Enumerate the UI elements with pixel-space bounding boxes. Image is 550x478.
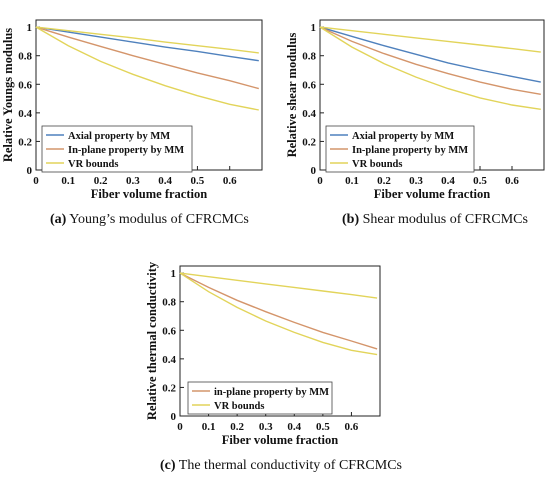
x-tick-label: 0.2	[377, 175, 391, 187]
legend-label: In-plane property by MM	[68, 145, 184, 156]
x-tick-label: 0.3	[259, 421, 273, 433]
x-tick-label: 0.4	[158, 175, 172, 187]
y-axis-label: Relative Youngs modulus	[1, 28, 15, 162]
x-tick-label: 0.3	[409, 175, 423, 187]
x-tick-label: 0.1	[202, 421, 216, 433]
legend-label: Axial property by MM	[352, 131, 454, 142]
x-axis-label: Fiber volume fraction	[91, 187, 207, 201]
x-tick-label: 0.6	[505, 175, 519, 187]
y-tick-label: 0.2	[18, 136, 32, 148]
y-tick-label: 0.8	[18, 51, 32, 63]
x-tick-label: 0	[33, 175, 39, 187]
legend-label: VR bounds	[352, 159, 403, 170]
caption-c-letter: (c)	[160, 458, 176, 473]
y-tick-label: 0.4	[302, 108, 316, 120]
x-tick-label: 0.2	[230, 421, 244, 433]
series-line-vr-bounds	[35, 26, 259, 54]
caption-a-letter: (a)	[50, 212, 67, 227]
x-tick-label: 0.4	[441, 175, 455, 187]
x-tick-label: 0.6	[223, 175, 237, 187]
y-tick-label: 1	[311, 22, 317, 34]
y-tick-label: 0.4	[18, 108, 32, 120]
x-tick-label: 0.5	[316, 421, 330, 433]
chart-b-svg: 0 0.2 0.4 0.6 0.8 1 0 0.1 0.2 0.3 0.4 0.5 0.6 Fiber v…	[285, 19, 545, 201]
y-tick-label: 1	[171, 268, 177, 280]
x-axis-label: Fiber volume fraction	[222, 433, 338, 447]
x-tick-label: 0.4	[287, 421, 301, 433]
x-tick-label: 0.1	[61, 175, 75, 187]
y-tick-label: 0.6	[18, 79, 32, 91]
legend-box	[325, 125, 475, 173]
series-line-axial-property-by-mm	[35, 26, 259, 62]
caption-b-letter: (b)	[342, 212, 360, 227]
y-tick-label: 0.2	[302, 136, 316, 148]
y-tick-label: 0	[27, 165, 33, 177]
caption-c-text: The thermal conductivity of CFRCMCs	[175, 458, 403, 473]
series-line-vr-bounds	[319, 26, 541, 53]
caption-c: (c) The thermal conductivity of CFRCMCs	[160, 458, 402, 474]
series-line-vr-lower-bound	[179, 272, 378, 356]
x-tick-label: 0.3	[126, 175, 140, 187]
x-tick-label: 0.2	[94, 175, 108, 187]
series-line-axial-property-by-mm	[319, 26, 541, 83]
y-tick-label: 0.4	[162, 354, 176, 366]
chart-a-svg: 0 0.2 0.4 0.6 0.8 1 0 0.1 0.2 0.3 0.4 0.5 0.6 Fiber v…	[1, 19, 263, 201]
y-axis-label: Relative thermal conductivity	[145, 261, 159, 420]
x-axis-label: Fiber volume fraction	[374, 187, 490, 201]
caption-a: (a) Young’s modulus of CFRCMCs	[50, 212, 249, 228]
x-tick-label: 0.6	[345, 421, 359, 433]
y-tick-label: 0.2	[162, 382, 176, 394]
legend-label: VR bounds	[68, 159, 119, 170]
legend-label: VR bounds	[214, 401, 265, 412]
series-line-vr-lower-bound	[319, 26, 541, 110]
y-axis-label: Relative shear modulus	[285, 32, 299, 157]
y-tick-label: 0.6	[302, 79, 316, 91]
x-tick-label: 0.5	[191, 175, 205, 187]
y-tick-label: 0.8	[162, 297, 176, 309]
chart-panel-a: 0 0.2 0.4 0.6 0.8 1 0 0.1 0.2 0.3 0.4 0.5 0.6 Fiber v…	[0, 0, 272, 220]
caption-b: (b) Shear modulus of CFRCMCs	[342, 212, 528, 228]
legend-label: In-plane property by MM	[352, 145, 468, 156]
x-tick-label: 0.5	[473, 175, 487, 187]
y-tick-label: 1	[27, 22, 33, 34]
x-tick-label: 0	[317, 175, 323, 187]
legend-label: Axial property by MM	[68, 131, 170, 142]
x-tick-label: 0	[177, 421, 183, 433]
x-tick-label: 0.1	[345, 175, 359, 187]
series-line-in-plane-property-by-mm	[179, 272, 378, 350]
chart-c-svg: 0 0.2 0.4 0.6 0.8 1 0 0.1 0.2 0.3 0.4 0.5 0.6 Fiber v…	[145, 261, 381, 447]
y-tick-label: 0.6	[162, 325, 176, 337]
y-tick-label: 0	[171, 411, 177, 423]
series-line-in-plane-property-by-mm	[319, 26, 541, 95]
chart-panel-b: 0 0.2 0.4 0.6 0.8 1 0 0.1 0.2 0.3 0.4 0.5 0.6 Fiber v…	[280, 0, 550, 220]
legend-label: in-plane property by MM	[214, 387, 329, 398]
series-line-vr-lower-bound	[35, 26, 259, 111]
caption-a-text: Young’s modulus of CFRCMCs	[66, 212, 249, 227]
caption-b-text: Shear modulus of CFRCMCs	[359, 212, 528, 227]
series-line-in-plane-property-by-mm	[35, 26, 259, 90]
legend-box	[41, 125, 193, 173]
chart-panel-c: 0 0.2 0.4 0.6 0.8 1 0 0.1 0.2 0.3 0.4 0.5 0.6 Fiber v…	[140, 240, 410, 460]
series-line-vr-bounds	[179, 272, 378, 299]
legend-box	[187, 381, 333, 415]
y-tick-label: 0.8	[302, 51, 316, 63]
y-tick-label: 0	[311, 165, 317, 177]
